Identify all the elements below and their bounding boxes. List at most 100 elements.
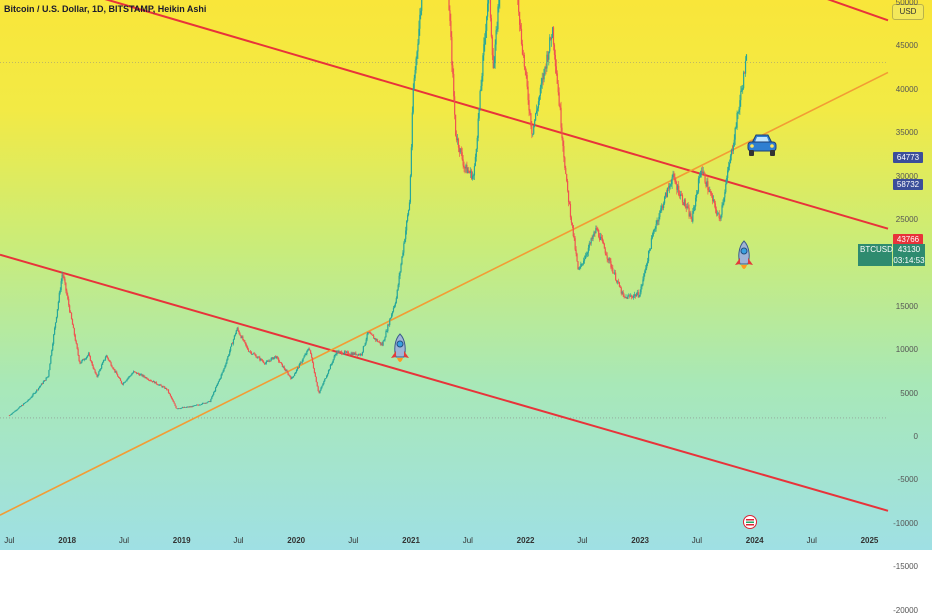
candle-body: [688, 206, 689, 207]
candle-body: [468, 171, 469, 172]
candle-body: [305, 354, 306, 355]
candle-body: [479, 108, 480, 118]
candle-body: [476, 149, 477, 157]
candle-body: [398, 285, 399, 290]
candle-body: [330, 365, 331, 369]
candle-body: [298, 368, 299, 369]
candle-body: [62, 275, 63, 276]
candle-body: [492, 37, 493, 55]
candle-body: [605, 249, 606, 254]
candle-body: [35, 392, 36, 393]
candle-body: [81, 360, 82, 362]
ticker-label: BTCUSD: [858, 244, 892, 266]
candle-body: [697, 192, 698, 194]
candle-body: [321, 386, 322, 388]
candle-body: [498, 0, 499, 7]
candle-body: [20, 406, 21, 407]
y-tick-label: 0: [914, 432, 918, 441]
candle-body: [496, 29, 497, 30]
candle-body: [647, 261, 648, 264]
candle-body: [538, 101, 539, 108]
candle-body: [419, 15, 420, 29]
candle-body: [399, 272, 400, 276]
candle-body: [27, 401, 28, 402]
candle-body: [643, 274, 644, 280]
candle-body: [93, 366, 94, 369]
candle-body: [287, 370, 288, 372]
x-tick-label: Jul: [692, 536, 702, 545]
candle-body: [63, 276, 64, 279]
candle-body: [452, 65, 453, 74]
candle-body: [648, 251, 649, 261]
candle-body: [366, 340, 367, 343]
candle-body: [576, 254, 577, 261]
candle-body: [109, 360, 110, 361]
candle-body: [58, 302, 59, 309]
x-tick-label: 2024: [746, 536, 764, 545]
candle-body: [491, 18, 492, 37]
candle-body: [73, 325, 74, 328]
candle-body: [554, 45, 555, 55]
candle-body: [289, 375, 290, 377]
candle-body: [72, 319, 73, 325]
candle-body: [518, 0, 519, 12]
candle-body: [224, 366, 225, 368]
tradingview-logo-icon[interactable]: [743, 515, 757, 529]
candle-body: [120, 379, 121, 381]
candle-body: [223, 368, 224, 371]
candle-body: [453, 74, 454, 96]
candle-body: [387, 325, 388, 332]
candle-body: [279, 361, 280, 362]
candle-body: [292, 377, 293, 378]
candle-body: [107, 356, 108, 358]
candle-body: [74, 328, 75, 335]
candle-body: [462, 152, 463, 159]
candle-body: [38, 388, 39, 390]
candle-body: [404, 239, 405, 243]
candle-body: [303, 358, 304, 361]
chart-area[interactable]: Bitcoin / U.S. Dollar, 1D, BITSTAMP, Hei…: [0, 0, 932, 550]
candle-body: [228, 355, 229, 357]
y-tick-label: 15000: [896, 302, 918, 311]
candle-body: [521, 29, 522, 44]
candle-body: [414, 78, 415, 88]
candle-body: [463, 159, 464, 165]
candle-body: [317, 382, 318, 386]
candle-body: [394, 306, 395, 308]
current-price-tag: 43130 03:14:53: [893, 244, 925, 266]
candle-body: [110, 362, 111, 365]
candle-body: [213, 392, 214, 395]
candle-body: [78, 349, 79, 355]
candle-body: [619, 282, 620, 287]
candle-body: [75, 335, 76, 341]
candle-body: [724, 192, 725, 197]
candle-body: [101, 365, 102, 369]
candle-body: [117, 374, 118, 376]
candle-body: [488, 0, 489, 4]
candle-body: [285, 369, 286, 371]
x-tick-label: Jul: [4, 536, 14, 545]
candle-body: [690, 213, 691, 218]
candle-body: [726, 178, 727, 184]
candle-body: [527, 87, 528, 100]
candle-body: [556, 66, 557, 73]
candle-body: [323, 381, 324, 384]
candle-body: [43, 382, 44, 384]
candle-body: [723, 197, 724, 203]
candle-body: [119, 378, 120, 379]
candle-body: [584, 259, 585, 261]
candle-body: [497, 7, 498, 30]
candle-body: [166, 388, 167, 389]
candle-body: [695, 198, 696, 207]
candle-body: [94, 368, 95, 369]
candle-body: [331, 364, 332, 365]
candle-body: [540, 88, 541, 96]
price-chart[interactable]: [0, 0, 932, 550]
candle-body: [528, 100, 529, 110]
candle-body: [478, 119, 479, 138]
candle-body: [569, 202, 570, 204]
x-tick-label: 2020: [287, 536, 305, 545]
rocket-icon: [388, 333, 412, 367]
candle-body: [402, 253, 403, 257]
candle-body: [131, 374, 132, 375]
